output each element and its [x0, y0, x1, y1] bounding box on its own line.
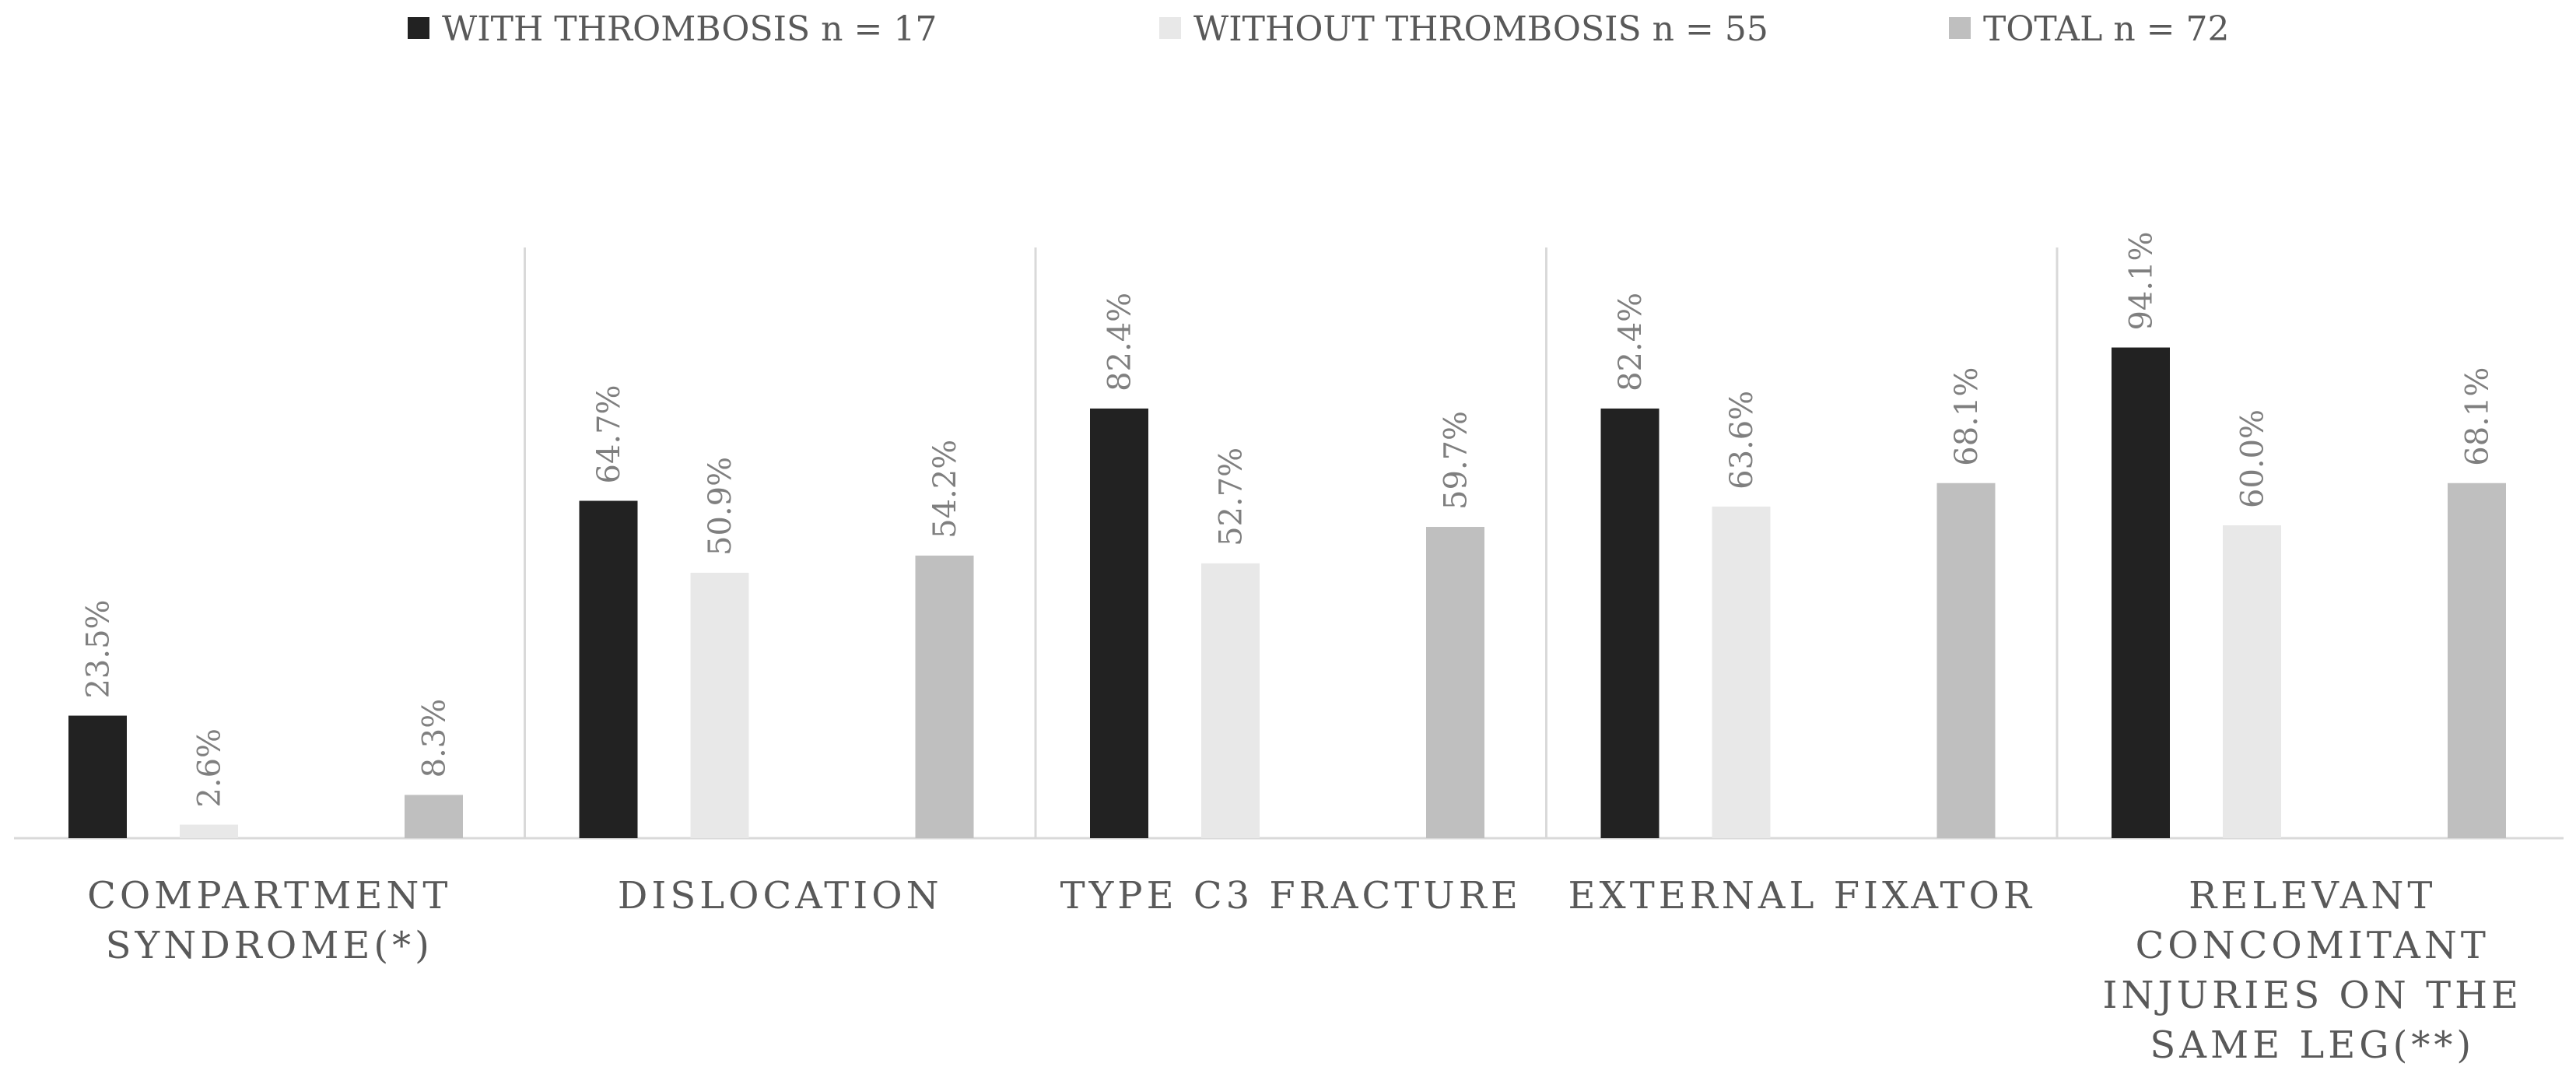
bar-s2-c2 — [1426, 527, 1484, 838]
category-label-0-line-1: SYNDROME(*) — [106, 924, 433, 967]
data-label-s1-c4: 60.0% — [2235, 409, 2271, 508]
data-label-s0-c1: 64.7% — [591, 384, 627, 483]
bar-s0-c1 — [579, 500, 638, 838]
category-label-1-line-0: DISLOCATION — [618, 874, 943, 918]
bar-s2-c0 — [405, 795, 463, 838]
data-label-s0-c0: 23.5% — [81, 599, 117, 698]
data-label-s2-c0: 8.3% — [417, 699, 453, 778]
legend: WITH THROMBOSIS n = 17 WITHOUT THROMBOSIS… — [408, 9, 2230, 49]
data-label-s0-c3: 82.4% — [1613, 293, 1649, 391]
data-label-s0-c2: 82.4% — [1102, 293, 1138, 391]
data-label-s2-c3: 68.1% — [1949, 367, 1985, 466]
bar-s0-c0 — [68, 715, 127, 838]
bar-s1-c2 — [1201, 563, 1260, 838]
data-label-s2-c4: 68.1% — [2460, 367, 2496, 466]
bar-s1-c3 — [1712, 506, 1771, 838]
category-label-4-line-0: RELEVANT — [2189, 874, 2436, 918]
legend-swatch-2 — [1949, 17, 1971, 39]
category-labels: COMPARTMENT SYNDROME(*) DISLOCATION TYPE C3… — [87, 874, 2522, 1067]
bar-s1-c0 — [180, 824, 238, 838]
data-label-s1-c1: 50.9% — [703, 457, 738, 556]
legend-label-0: WITH THROMBOSIS n = 17 — [442, 9, 937, 49]
data-label-s0-c4: 94.1% — [2124, 231, 2160, 330]
category-label-4-line-3: SAME LEG(**) — [2150, 1023, 2475, 1067]
legend-swatch-0 — [408, 17, 429, 39]
bar-s0-c2 — [1090, 408, 1148, 838]
category-label-2-line-0: TYPE C3 FRACTURE — [1060, 874, 1522, 918]
category-label-4-line-2: INJURIES ON THE — [2103, 974, 2522, 1017]
bar-s0-c4 — [2112, 347, 2170, 838]
category-label-4-line-1: CONCOMITANT — [2136, 924, 2490, 967]
data-label-s1-c2: 52.7% — [1214, 447, 1249, 546]
bar-s2-c1 — [915, 555, 974, 838]
bar-s1-c4 — [2223, 525, 2281, 838]
bars — [68, 347, 2506, 838]
data-labels: 23.5% 64.7% 82.4% 82.4% 94.1% 2.6% 50.9% 52.7% 6… — [81, 231, 2496, 807]
category-label-0-line-0: COMPARTMENT — [87, 874, 451, 918]
legend-label-1: WITHOUT THROMBOSIS n = 55 — [1193, 9, 1768, 49]
data-label-s2-c1: 54.2% — [927, 440, 963, 539]
category-separators — [524, 247, 2059, 838]
data-label-s1-c0: 2.6% — [192, 728, 228, 808]
bar-s2-c3 — [1936, 483, 1996, 838]
category-label-3-line-0: EXTERNAL FIXATOR — [1568, 874, 2035, 918]
legend-swatch-1 — [1159, 17, 1181, 39]
legend-label-2: TOTAL n = 72 — [1983, 9, 2230, 49]
data-label-s1-c3: 63.6% — [1724, 391, 1760, 490]
bar-s0-c3 — [1600, 408, 1660, 838]
bar-s1-c1 — [690, 572, 749, 838]
data-label-s2-c2: 59.7% — [1439, 411, 1474, 510]
bar-s2-c4 — [2448, 483, 2506, 838]
